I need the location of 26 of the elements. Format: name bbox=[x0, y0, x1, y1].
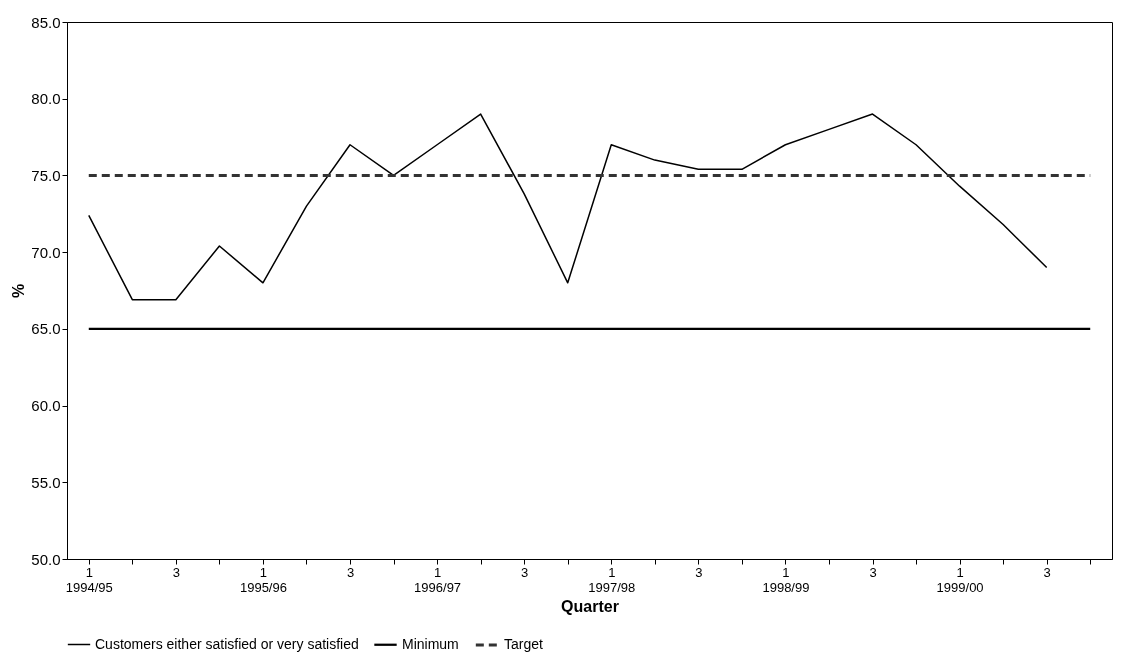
x-tick-label: 3 bbox=[1043, 564, 1051, 580]
y-tick-label: 65.0 bbox=[31, 320, 61, 338]
x-tick-label: 3 bbox=[695, 564, 703, 580]
x-tick-label: 3 bbox=[521, 564, 529, 580]
x-tick-label: 1 1995/96 bbox=[239, 564, 287, 595]
y-tick-label: 75.0 bbox=[31, 166, 61, 184]
x-tick-label: 1 1996/97 bbox=[414, 564, 462, 595]
x-tick-label: 1 1999/00 bbox=[936, 564, 984, 595]
x-tick-label: 1 1998/99 bbox=[762, 564, 810, 595]
y-tick-label: 50.0 bbox=[31, 550, 61, 568]
x-tick-label: 3 bbox=[346, 564, 355, 580]
y-tick-label: 80.0 bbox=[31, 90, 61, 108]
x-tick-label: 3 bbox=[869, 564, 877, 580]
legend-label: Minimum bbox=[402, 635, 459, 652]
y-tick-label: 60.0 bbox=[31, 397, 61, 415]
y-tick-label: 55.0 bbox=[31, 473, 61, 491]
x-tick-label: 3 bbox=[172, 564, 180, 580]
legend-label: Target bbox=[504, 636, 544, 652]
line-series bbox=[88, 113, 1048, 301]
y-tick-label: 70.0 bbox=[31, 243, 61, 261]
x-tick-label: 1 1994/95 bbox=[65, 564, 113, 595]
x-axis-title: Quarter bbox=[561, 597, 619, 615]
y-axis-title: % bbox=[10, 283, 28, 299]
legend-label: Customers either satisfied or very satisfied bbox=[95, 635, 359, 652]
y-tick-label: 85.0 bbox=[31, 13, 61, 31]
x-tick-label: 1 1997/98 bbox=[588, 564, 636, 595]
